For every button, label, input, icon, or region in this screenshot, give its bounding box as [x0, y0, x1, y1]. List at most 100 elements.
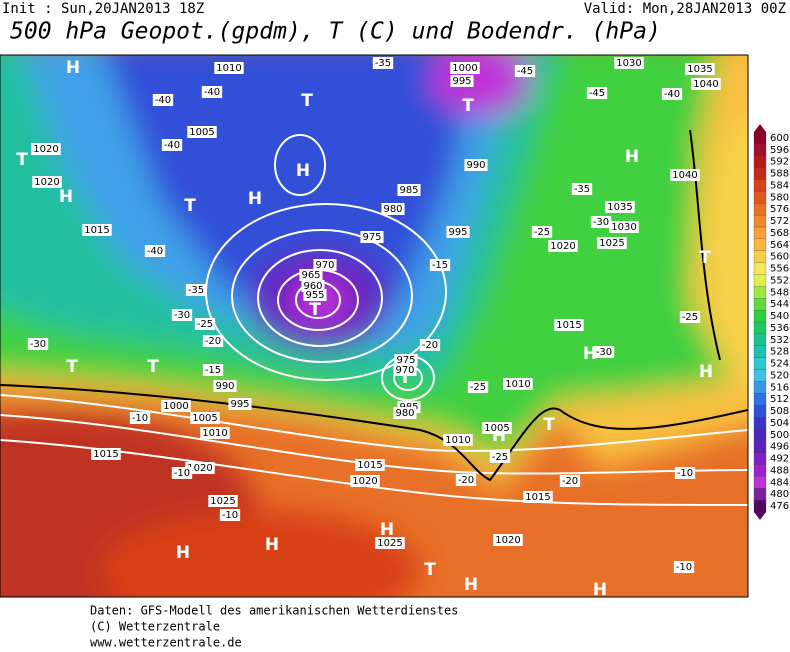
colorbar-cell	[753, 404, 767, 418]
colorbar-cell	[753, 381, 767, 394]
isobar-label: 1035	[687, 64, 712, 75]
colorbar-label: 500	[770, 430, 789, 441]
colorbar-label: 596	[770, 145, 789, 156]
pressure-center: H	[464, 575, 478, 595]
temperature-label-box	[171, 467, 193, 479]
temperature-label: -25	[492, 452, 508, 463]
colorbar-cap	[754, 124, 766, 132]
isobar-label: 1005	[189, 127, 214, 138]
colorbar-label: 560	[770, 252, 789, 263]
zero-line	[0, 384, 748, 482]
pressure-center: T	[66, 357, 78, 377]
temperature-label: -30	[174, 310, 190, 321]
temperature-label: -40	[147, 246, 163, 257]
temperature-label-box	[679, 311, 701, 323]
isobar-label: 1040	[672, 170, 697, 181]
isobar-label: 1020	[495, 535, 520, 546]
colorbar-cell	[753, 321, 767, 335]
isobar-label: 980	[395, 408, 414, 419]
colorbar-cell	[753, 274, 767, 288]
pressure-center: T	[309, 300, 321, 320]
colorbar-label: 532	[770, 335, 789, 346]
isobar-label-box	[161, 400, 191, 412]
colorbar-cell	[753, 464, 767, 478]
isobar-label: 1020	[550, 241, 575, 252]
temperature-label: -20	[562, 476, 578, 487]
isobar-label-box	[82, 224, 112, 236]
colorbar: 6005965925885845805765725685645605565525…	[753, 124, 789, 520]
temperature-label-box	[219, 509, 241, 521]
isobar-label: 990	[466, 160, 485, 171]
colorbar-cell	[753, 179, 767, 193]
temperature-label-box	[194, 318, 216, 330]
init-time: Init : Sun,20JAN2013 18Z	[2, 1, 204, 17]
isobar-label: 1010	[202, 428, 227, 439]
colorbar-label: 484	[770, 477, 789, 488]
isobar-label: 970	[395, 365, 414, 376]
isobar-label-box	[32, 176, 62, 188]
pressure-center: H	[59, 187, 73, 207]
temperature-label-box	[419, 339, 441, 351]
colorbar-label: 600	[770, 133, 789, 144]
isobar-label-box	[493, 534, 523, 546]
isobar-label-box	[397, 184, 421, 196]
isobar-label: 1015	[93, 449, 118, 460]
colorbar-label: 564	[770, 240, 789, 251]
isobar-label-box	[190, 412, 220, 424]
map	[0, 55, 748, 597]
temperature-label-box	[161, 139, 183, 151]
isobar-label-box	[303, 289, 327, 301]
pressure-center: H	[248, 189, 262, 209]
isobar-label: 960	[303, 281, 322, 292]
colorbar-label: 572	[770, 216, 789, 227]
colorbar-label: 476	[770, 501, 789, 512]
colorbar-cell	[753, 428, 767, 442]
footer-source: Daten: GFS-Modell des amerikanischen Wet…	[90, 604, 458, 618]
isobar-label: 1030	[611, 222, 636, 233]
isobar-label: 1020	[33, 144, 58, 155]
colorbar-cell	[753, 357, 767, 371]
temperature-label: -45	[589, 88, 605, 99]
footer-url: www.wetterzentrale.de	[90, 636, 242, 649]
temperature-label: -40	[664, 89, 680, 100]
colorbar-label: 544	[770, 299, 789, 310]
temperature-label: -40	[204, 87, 220, 98]
isobar-label: 1010	[505, 379, 530, 390]
colorbar-cell	[753, 286, 767, 299]
isobar-label-box	[464, 159, 488, 171]
colorbar-cell	[753, 298, 767, 311]
isobar-label: 995	[452, 76, 471, 87]
isobar-label-box	[670, 169, 700, 181]
colorbar-cell	[753, 440, 767, 454]
temperature-label-box	[202, 364, 224, 376]
isobar-label-box	[208, 495, 238, 507]
colorbar-cell	[753, 131, 767, 145]
pressure-center: T	[462, 96, 474, 116]
colorbar-cell	[753, 226, 767, 240]
isobar-label-box	[187, 126, 217, 138]
colorbar-cell	[753, 416, 767, 430]
isobar-label-box	[685, 63, 715, 75]
temperature-label-box	[152, 94, 174, 106]
map-title: 500 hPa Geopot.(gpdm), T (C) und Bodendr…	[10, 19, 661, 45]
temperature-label: -25	[470, 382, 486, 393]
isobar-label: 970	[315, 260, 334, 271]
temperature-label: -30	[596, 347, 612, 358]
temperature-label: -10	[174, 468, 190, 479]
isobar-label-box	[554, 319, 584, 331]
colorbar-cell	[753, 191, 767, 204]
isobar-label-box	[609, 221, 639, 233]
map-frame	[0, 54, 749, 598]
isobar-label-box	[393, 407, 417, 419]
colorbar-cell	[753, 488, 767, 501]
pressure-center: H	[699, 362, 713, 382]
temperature-label-box	[467, 381, 489, 393]
pressure-center: H	[583, 344, 597, 364]
temperature-label: -30	[30, 339, 46, 350]
isobar-label-box	[375, 537, 405, 549]
isobar-label-box	[355, 459, 385, 471]
isobar-label: 1010	[216, 63, 241, 74]
isobar-label-box	[446, 226, 470, 238]
